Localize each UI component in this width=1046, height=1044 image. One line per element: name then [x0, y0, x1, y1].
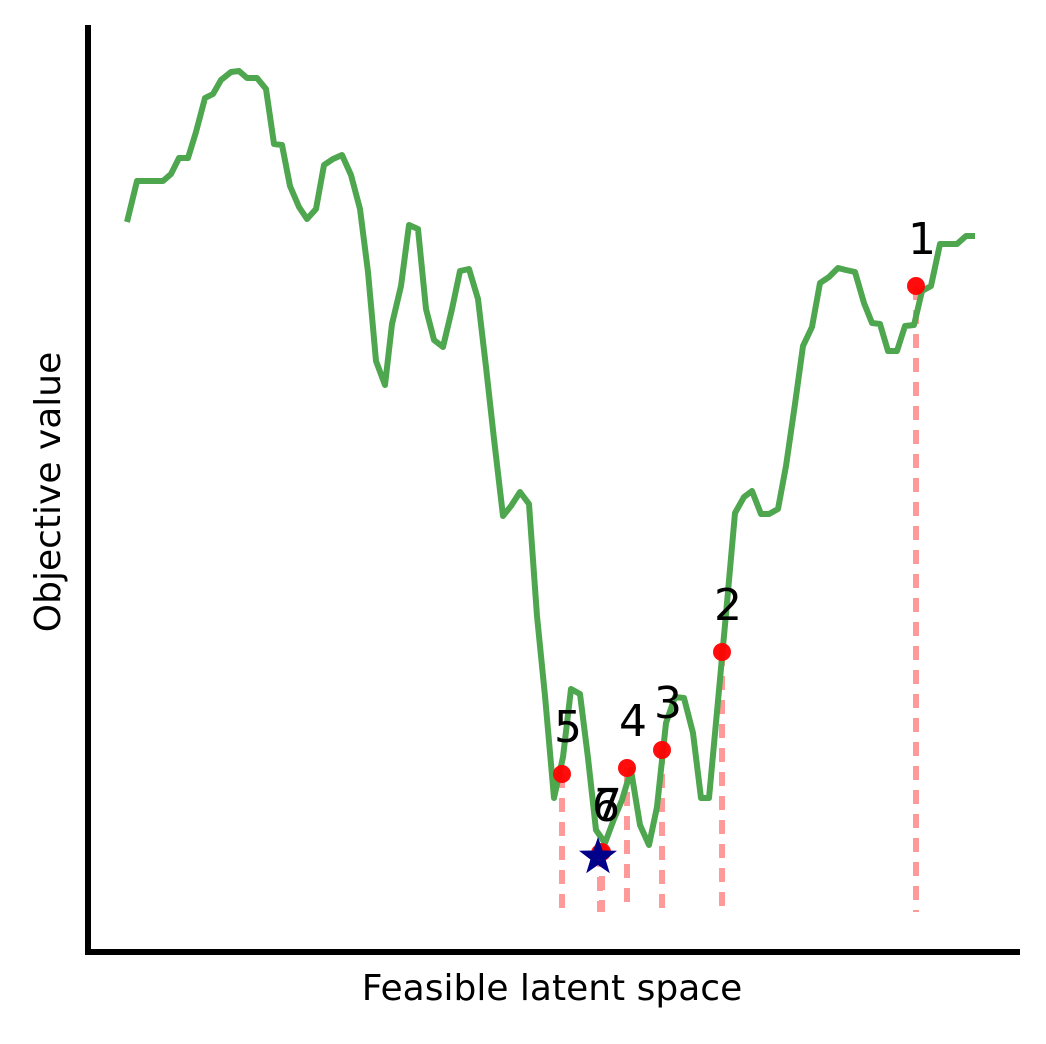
point-label: 4: [619, 696, 647, 747]
query-point: [907, 277, 925, 295]
query-point: [713, 643, 731, 661]
x-axis-label: Feasible latent space: [362, 968, 742, 1009]
query-point: [653, 741, 671, 759]
point-label: 3: [654, 678, 682, 729]
point-label: 6: [592, 781, 620, 832]
y-axis-label: Objective value: [28, 352, 69, 632]
point-label: 5: [554, 702, 582, 753]
point-label: 2: [714, 580, 742, 631]
line: [124, 68, 975, 848]
best-star: [579, 837, 617, 874]
query-point: [553, 765, 571, 783]
query-point: [618, 759, 636, 777]
point-label: 7: [594, 780, 622, 831]
point-label: 1: [908, 214, 936, 265]
